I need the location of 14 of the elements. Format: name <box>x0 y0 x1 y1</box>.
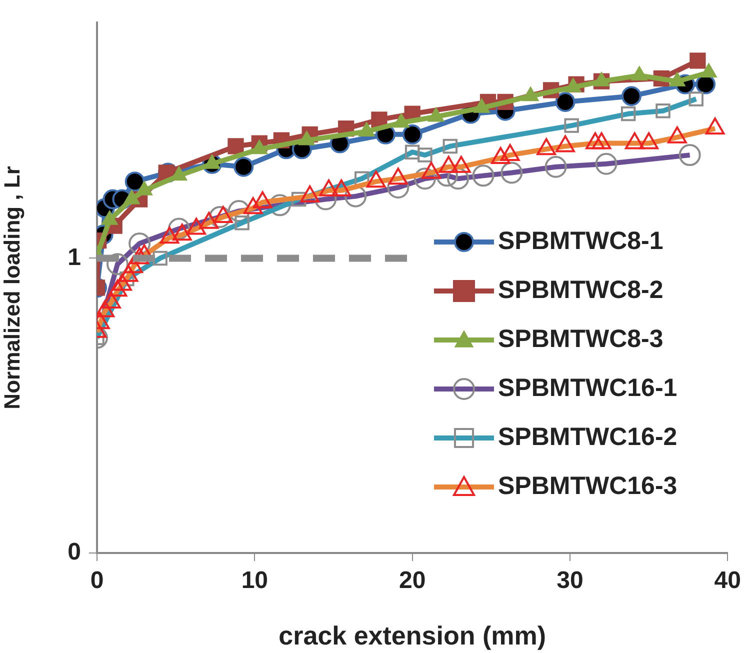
legend-label: SPBMTWC8-3 <box>498 325 664 354</box>
legend-label: SPBMTWC16-3 <box>498 472 678 501</box>
x-axis-title: crack extension (mm) <box>278 620 546 651</box>
legend-label: SPBMTWC16-1 <box>498 374 678 403</box>
x-tick-label: 10 <box>241 567 268 594</box>
x-tick-label: 30 <box>556 567 584 594</box>
x-tick-label: 40 <box>714 567 742 594</box>
x-tick-label: 0 <box>90 567 104 594</box>
legend-label: SPBMTWC8-2 <box>498 276 664 305</box>
y-axis-title: Normalized loading , Lr <box>0 166 24 410</box>
x-tick-label: 20 <box>398 567 426 594</box>
y-tick-label: 1 <box>68 244 81 271</box>
legend-label: SPBMTWC8-1 <box>498 227 664 256</box>
legend-label: SPBMTWC16-2 <box>498 423 678 452</box>
